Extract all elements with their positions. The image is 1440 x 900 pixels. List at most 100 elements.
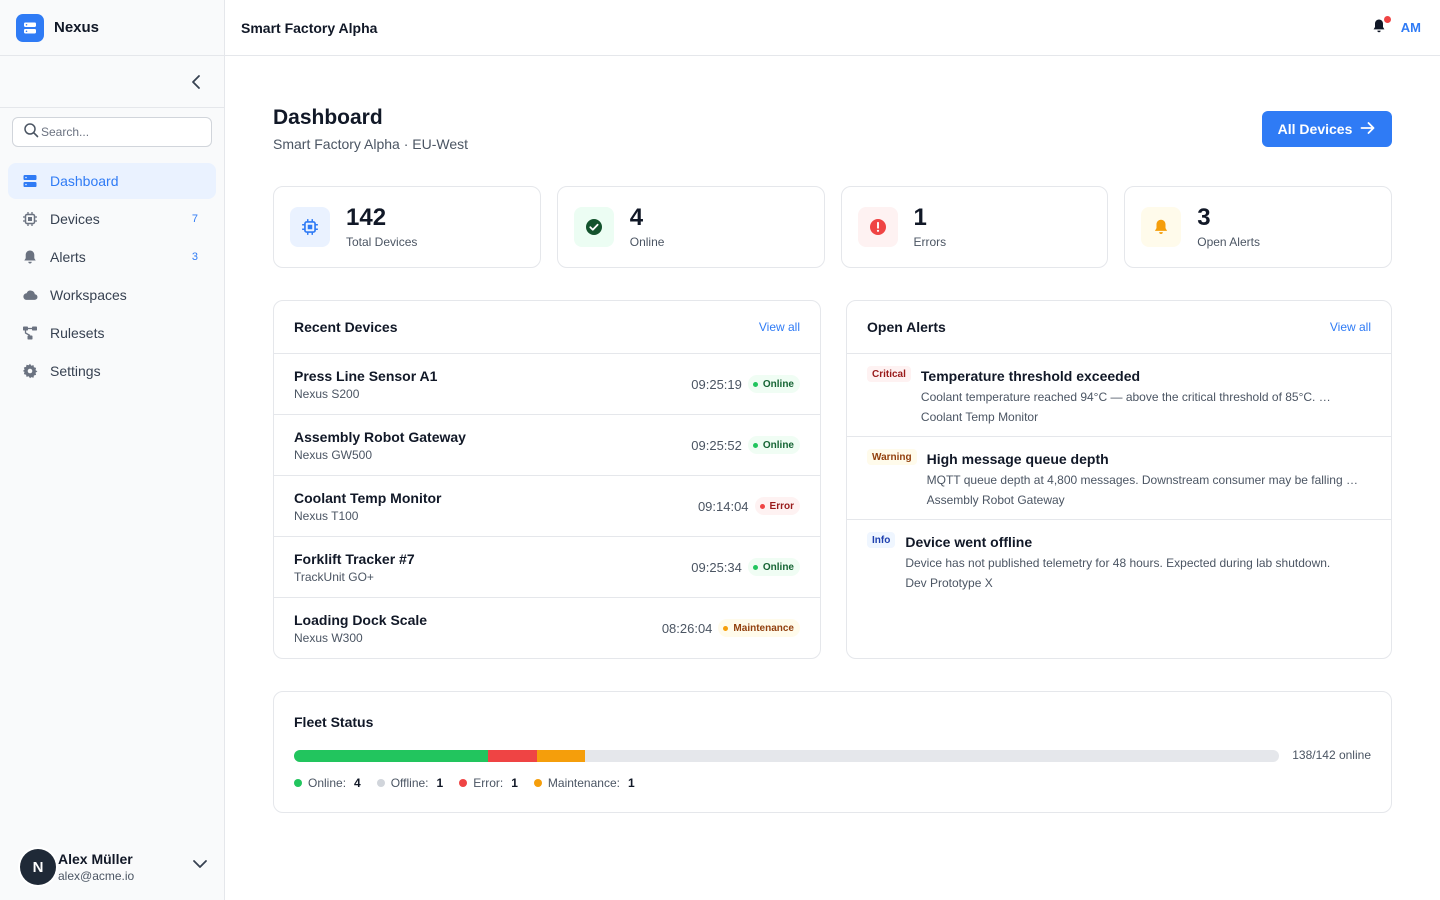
sidebar-nav: Dashboard Devices 7 Alerts 3 Workspaces: [0, 156, 224, 398]
sidebar-item-rulesets[interactable]: Rulesets: [8, 315, 216, 351]
sidebar-item-label: Alerts: [50, 249, 86, 265]
status-label: Maintenance: [733, 622, 794, 634]
sidebar-item-label: Dashboard: [50, 173, 119, 189]
sidebar-item-settings[interactable]: Settings: [8, 353, 216, 389]
device-time: 09:25:52: [691, 437, 742, 453]
status-badge: Online: [747, 558, 800, 576]
search-input[interactable]: [41, 125, 191, 139]
dashboard-icon: [22, 173, 38, 189]
user-info: Alex Müller alex@acme.io: [58, 851, 134, 883]
avatar[interactable]: N: [20, 849, 56, 885]
legend-label: Offline:: [390, 776, 429, 790]
stat-card-online[interactable]: 4 Online: [556, 186, 825, 268]
alert-row[interactable]: Info Device went offline Device has not …: [847, 520, 1391, 603]
legend-item-offline: Offline: 1: [376, 776, 443, 790]
sidebar-item-workspaces[interactable]: Workspaces: [8, 277, 216, 313]
open-alerts-panel: Open Alerts View all Critical Temperatur…: [846, 300, 1392, 659]
legend-item-error: Error: 1: [459, 776, 518, 790]
check-circle-icon: [573, 207, 614, 247]
legend-item-online: Online: 4: [294, 776, 361, 790]
search-box[interactable]: [12, 117, 212, 147]
notification-dot: [1384, 16, 1391, 23]
stat-value: 1: [913, 204, 927, 231]
stat-label: Errors: [913, 235, 947, 249]
alert-title: High message queue depth: [926, 451, 1109, 467]
alert-description: MQTT queue depth at 4,800 messages. Down…: [926, 473, 1360, 487]
view-all-alerts-link[interactable]: View all: [1329, 320, 1371, 334]
legend-dot: [376, 779, 385, 787]
page-subtitle: Smart Factory Alpha · EU-West: [273, 136, 469, 152]
status-badge: Maintenance: [718, 619, 800, 637]
device-row[interactable]: Forklift Tracker #7 TrackUnit GO+ 09:25:…: [274, 537, 820, 598]
fleet-progress-bar: [294, 750, 1279, 762]
stat-value: 4: [629, 204, 644, 231]
panel-title: Open Alerts: [867, 319, 946, 335]
legend-dot: [459, 779, 468, 787]
device-time: 09:25:19: [691, 376, 742, 392]
bell-icon: [1372, 19, 1386, 38]
alert-source: Coolant Temp Monitor: [920, 410, 1039, 424]
flow-icon: [22, 325, 38, 341]
fleet-segment-error: [488, 750, 537, 762]
device-row[interactable]: Coolant Temp Monitor Nexus T100 09:14:04…: [274, 476, 820, 537]
fleet-segment-maintenance: [536, 750, 586, 762]
status-dot: [759, 503, 765, 509]
device-row[interactable]: Press Line Sensor A1 Nexus S200 09:25:19…: [274, 354, 820, 415]
severity-badge: Critical: [867, 366, 911, 382]
device-row[interactable]: Loading Dock Scale Nexus W300 08:26:04 M…: [274, 598, 820, 658]
stat-card-open-alerts[interactable]: 3 Open Alerts: [1124, 186, 1392, 268]
device-time: 09:25:34: [691, 559, 742, 575]
chevron-down-icon[interactable]: [192, 856, 208, 874]
device-name: Coolant Temp Monitor: [294, 489, 442, 506]
user-menu[interactable]: N Alex Müller alex@acme.io: [0, 834, 224, 900]
device-row[interactable]: Assembly Robot Gateway Nexus GW500 09:25…: [274, 415, 820, 476]
fleet-online-count: 138/142 online: [1292, 748, 1371, 762]
stat-card-total-devices[interactable]: 142 Total Devices: [273, 186, 541, 268]
main-content: Dashboard Smart Factory Alpha · EU-West …: [273, 56, 1392, 813]
stat-card-errors[interactable]: 1 Errors: [840, 186, 1109, 268]
device-model: Nexus T100: [294, 508, 359, 523]
alert-row[interactable]: Warning High message queue depth MQTT qu…: [847, 437, 1391, 520]
panels-row: Recent Devices View all Press Line Senso…: [273, 300, 1392, 659]
count-badge: 7: [191, 213, 198, 225]
arrow-right-icon: [1352, 121, 1376, 138]
legend-value: 1: [511, 776, 518, 790]
status-label: Online: [762, 378, 794, 390]
status-dot: [752, 564, 758, 570]
stat-value: 3: [1197, 204, 1211, 231]
alert-row[interactable]: Critical Temperature threshold exceeded …: [847, 354, 1391, 437]
sidebar-item-devices[interactable]: Devices 7: [8, 201, 216, 237]
error-circle-icon: [857, 207, 898, 247]
sidebar-item-dashboard[interactable]: Dashboard: [8, 163, 216, 199]
chip-icon: [22, 211, 38, 227]
legend-label: Error:: [473, 776, 504, 790]
status-dot: [752, 442, 758, 448]
status-label: Error: [769, 500, 794, 512]
legend-value: 1: [627, 776, 635, 790]
notifications-button[interactable]: [1372, 16, 1391, 38]
device-name: Assembly Robot Gateway: [294, 428, 466, 445]
legend-item-maintenance: Maintenance: 1: [533, 776, 635, 790]
device-time: 08:26:04: [661, 620, 713, 636]
alert-description: Device has not published telemetry for 4…: [905, 556, 1331, 570]
fleet-segment-online: [294, 750, 489, 762]
alert-description: Coolant temperature reached 94°C — above…: [920, 390, 1333, 404]
device-model: TrackUnit GO+: [294, 569, 374, 584]
legend-dot: [294, 779, 302, 787]
gear-icon: [22, 363, 38, 379]
chip-icon: [290, 207, 330, 247]
sidebar-item-label: Rulesets: [50, 325, 105, 341]
server-icon[interactable]: [16, 13, 44, 42]
panel-header: Open Alerts View all: [847, 301, 1391, 354]
search-icon: [23, 122, 39, 143]
device-model: Nexus W300: [294, 631, 363, 645]
fleet-legend: Online: 4 Offline: 1 Error: 1 Maintenanc…: [294, 776, 651, 790]
chevron-left-icon[interactable]: [184, 70, 208, 94]
view-all-devices-link[interactable]: View all: [758, 320, 800, 334]
user-initials[interactable]: AM: [1400, 20, 1421, 35]
sidebar: Nexus Dashboard Devices 7: [0, 0, 225, 900]
sidebar-item-alerts[interactable]: Alerts 3: [8, 239, 216, 275]
all-devices-button[interactable]: All Devices: [1262, 111, 1392, 147]
app-name: Nexus: [54, 19, 100, 36]
search-wrap: [0, 108, 224, 156]
